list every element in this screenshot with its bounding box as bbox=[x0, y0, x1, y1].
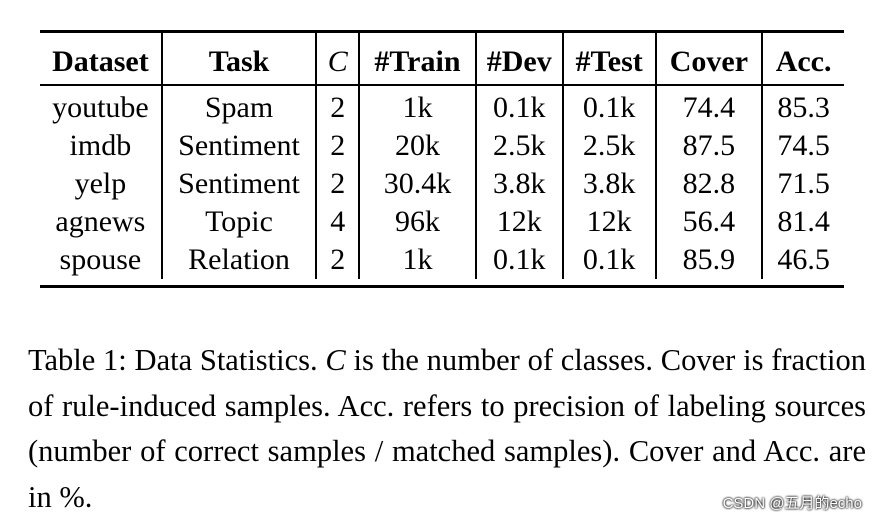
caption-label: Table 1: bbox=[28, 343, 127, 377]
header-dev: #Dev bbox=[474, 33, 563, 86]
cell-train: 96k bbox=[358, 203, 476, 241]
table-row: yelp Sentiment 2 30.4k 3.8k 3.8k 82.8 71… bbox=[40, 165, 844, 203]
cell-cover: 85.9 bbox=[654, 241, 763, 279]
cell-cover: 82.8 bbox=[654, 165, 763, 203]
cell-task: Topic bbox=[160, 203, 317, 241]
cell-classes: 4 bbox=[315, 203, 360, 241]
data-statistics-table: Dataset Task C #Train #Dev #Test Cover A… bbox=[40, 33, 844, 279]
cell-cover: 74.4 bbox=[654, 85, 763, 127]
cell-train: 1k bbox=[358, 85, 476, 127]
cell-test: 0.1k bbox=[561, 85, 656, 127]
header-classes: C bbox=[315, 33, 360, 86]
cell-dataset: yelp bbox=[74, 167, 127, 200]
data-statistics-table-container: Dataset Task C #Train #Dev #Test Cover A… bbox=[40, 30, 844, 288]
cell-test: 3.8k bbox=[561, 165, 656, 203]
table-caption: Table 1: Data Statistics. C is the numbe… bbox=[28, 338, 866, 520]
cell-dev: 12k bbox=[474, 203, 563, 241]
header-dataset: Dataset bbox=[40, 33, 162, 86]
cell-classes: 2 bbox=[315, 165, 360, 203]
header-test: #Test bbox=[561, 33, 656, 86]
caption-symbol: C bbox=[325, 343, 346, 377]
cell-dev: 2.5k bbox=[474, 127, 563, 165]
cell-dev: 3.8k bbox=[474, 165, 563, 203]
cell-task: Sentiment bbox=[160, 127, 317, 165]
cell-train: 20k bbox=[358, 127, 476, 165]
cell-dataset: spouse bbox=[59, 243, 142, 276]
header-task: Task bbox=[160, 33, 317, 86]
cell-dataset: agnews bbox=[55, 205, 146, 238]
cell-acc: 85.3 bbox=[761, 85, 844, 127]
caption-text-1: Data Statistics. bbox=[134, 343, 318, 377]
table-row: imdb Sentiment 2 20k 2.5k 2.5k 87.5 74.5 bbox=[40, 127, 844, 165]
cell-test: 0.1k bbox=[561, 241, 656, 279]
header-acc: Acc. bbox=[761, 33, 844, 86]
cell-acc: 74.5 bbox=[761, 127, 844, 165]
cell-test: 12k bbox=[561, 203, 656, 241]
table-row: youtube Spam 2 1k 0.1k 0.1k 74.4 85.3 bbox=[40, 85, 844, 127]
watermark: CSDN @五月的echo bbox=[722, 495, 862, 512]
header-train: #Train bbox=[358, 33, 476, 86]
header-row: Dataset Task C #Train #Dev #Test Cover A… bbox=[40, 33, 844, 86]
cell-classes: 2 bbox=[315, 241, 360, 279]
cell-dataset: youtube bbox=[52, 91, 149, 124]
cell-acc: 71.5 bbox=[761, 165, 844, 203]
cell-test: 2.5k bbox=[561, 127, 656, 165]
bottom-rule bbox=[40, 285, 844, 288]
header-cover: Cover bbox=[654, 33, 763, 86]
caption-text-2: is the number of classes. Cover is fract… bbox=[28, 343, 867, 514]
top-rule bbox=[40, 30, 844, 33]
table-row: spouse Relation 2 1k 0.1k 0.1k 85.9 46.5 bbox=[40, 241, 844, 279]
cell-classes: 2 bbox=[315, 127, 360, 165]
cell-task: Sentiment bbox=[160, 165, 317, 203]
cell-dev: 0.1k bbox=[474, 85, 563, 127]
table-row: agnews Topic 4 96k 12k 12k 56.4 81.4 bbox=[40, 203, 844, 241]
cell-task: Spam bbox=[160, 85, 317, 127]
cell-train: 30.4k bbox=[358, 165, 476, 203]
cell-task: Relation bbox=[160, 241, 317, 279]
cell-cover: 87.5 bbox=[654, 127, 763, 165]
cell-dev: 0.1k bbox=[474, 241, 563, 279]
cell-classes: 2 bbox=[315, 85, 360, 127]
cell-dataset: imdb bbox=[69, 129, 132, 162]
cell-acc: 46.5 bbox=[761, 241, 844, 279]
cell-train: 1k bbox=[358, 241, 476, 279]
cell-cover: 56.4 bbox=[654, 203, 763, 241]
cell-acc: 81.4 bbox=[761, 203, 844, 241]
